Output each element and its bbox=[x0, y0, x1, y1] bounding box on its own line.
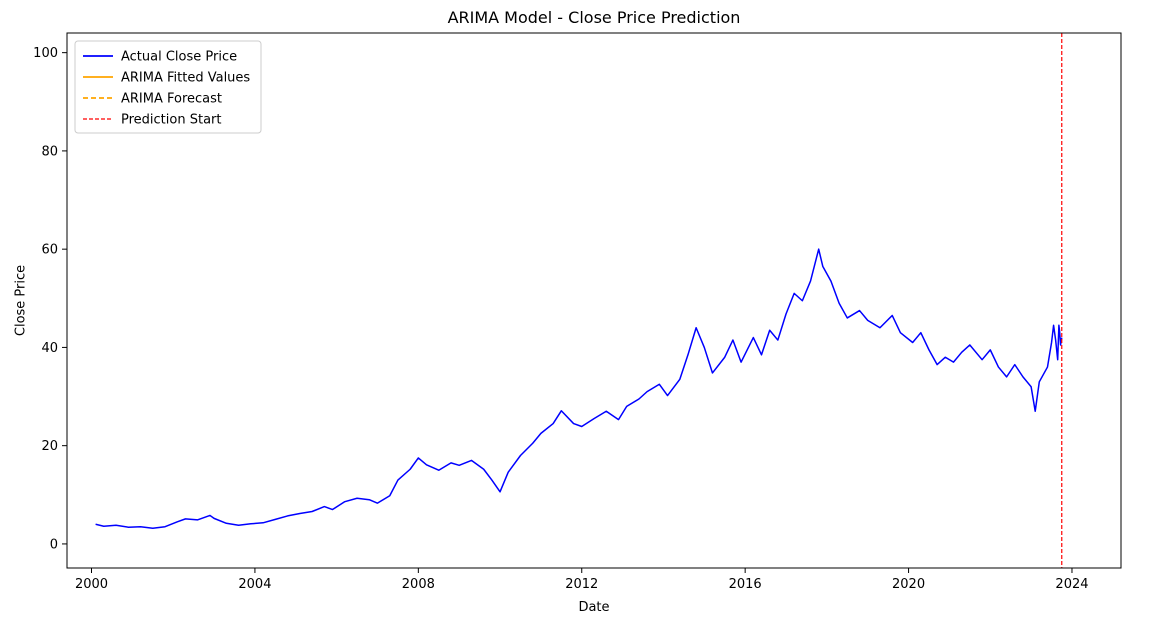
x-axis-title: Date bbox=[578, 600, 609, 615]
x-tick-label: 2024 bbox=[1055, 577, 1088, 592]
y-tick-label: 80 bbox=[41, 144, 58, 159]
series-actual-close-price bbox=[95, 248, 1063, 529]
chart-title: ARIMA Model - Close Price Prediction bbox=[448, 8, 741, 27]
y-tick-label: 20 bbox=[41, 439, 58, 454]
y-axis-ticks: 0 20 40 60 80 100 bbox=[33, 46, 67, 552]
chart-legend: Actual Close Price ARIMA Fitted Values A… bbox=[74, 40, 262, 134]
x-tick-label: 2000 bbox=[75, 577, 108, 592]
x-tick-label: 2020 bbox=[892, 577, 925, 592]
x-tick-label: 2004 bbox=[238, 577, 271, 592]
legend-label-fitted: ARIMA Fitted Values bbox=[121, 71, 250, 86]
series-layer bbox=[95, 248, 1063, 529]
x-tick-label: 2012 bbox=[565, 577, 598, 592]
x-tick-label: 2016 bbox=[729, 577, 762, 592]
legend-label-prediction-start: Prediction Start bbox=[121, 113, 221, 128]
y-tick-label: 60 bbox=[41, 243, 58, 258]
legend-box bbox=[74, 40, 262, 134]
y-tick-label: 0 bbox=[50, 537, 58, 552]
y-axis-title: Close Price bbox=[14, 265, 29, 336]
y-tick-label: 40 bbox=[41, 341, 58, 356]
legend-label-forecast: ARIMA Forecast bbox=[121, 92, 222, 107]
plot-frame bbox=[66, 32, 1122, 569]
legend-label-actual: Actual Close Price bbox=[121, 50, 237, 65]
x-tick-label: 2008 bbox=[402, 577, 435, 592]
x-axis-ticks: 2000 2004 2008 2012 2016 2020 2024 bbox=[75, 568, 1089, 592]
y-tick-label: 100 bbox=[33, 46, 58, 61]
